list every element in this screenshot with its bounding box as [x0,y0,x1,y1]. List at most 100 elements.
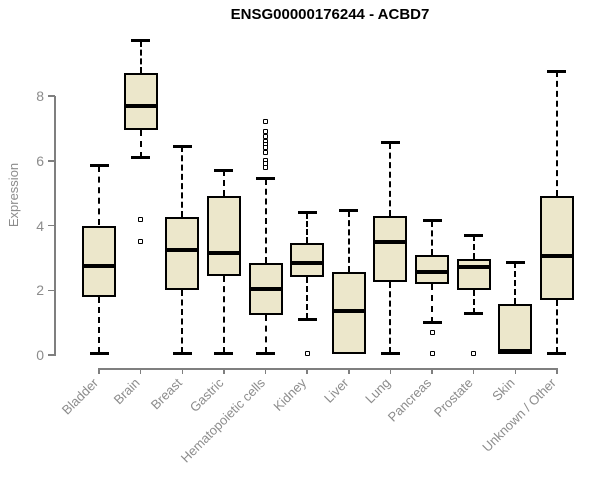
median-gastric [206,251,241,256]
whisker-cap-low-kidney [297,317,317,321]
whisker-cap-high-lung [380,141,400,145]
median-lung [373,239,408,244]
whisker-upper-kidney [306,212,309,244]
outlier-pancreas-1 [429,350,435,356]
whisker-lower-unknown-other [555,299,558,354]
y-tick-label-4: 4 [36,217,44,234]
whisker-cap-low-prostate [464,312,484,316]
y-tick-label-2: 2 [36,282,44,299]
outlier-hematopoietic-cells-0 [263,119,269,125]
whisker-cap-high-pancreas [422,219,442,223]
whisker-upper-hematopoietic-cells [264,178,267,263]
y-tick-label-6: 6 [36,152,44,169]
whisker-lower-brain [139,129,142,158]
x-tick-liver [348,368,350,374]
y-tick-label-0: 0 [36,347,44,363]
box-breast [165,217,200,291]
y-tick-8 [48,95,55,97]
whisker-upper-brain [139,40,142,74]
y-tick-6 [48,160,55,162]
whisker-cap-low-pancreas [422,321,442,325]
whisker-cap-low-lung [380,351,400,355]
box-skin [498,304,533,355]
x-axis-line [98,368,558,370]
box-bladder [82,225,116,297]
y-tick-label-8: 8 [36,88,44,104]
whisker-cap-high-liver [339,209,359,213]
x-tick-kidney [306,368,308,374]
x-tick-unknown-other [556,368,558,374]
x-tick-brain [139,368,142,374]
whisker-cap-low-brain [131,156,151,159]
x-tick-hematopoietic-cells [264,368,267,374]
whisker-lower-gastric [222,275,225,354]
whisker-cap-high-skin [505,260,525,264]
outlier-brain-0 [138,216,144,222]
median-prostate [456,264,491,269]
box-kidney [290,243,325,278]
whisker-cap-low-hematopoietic-cells [256,351,276,355]
whisker-upper-pancreas [431,220,434,256]
whisker-cap-low-bladder [89,351,109,355]
box-gastric [206,196,241,276]
whisker-cap-high-gastric [214,168,234,172]
whisker-cap-high-brain [131,39,151,43]
median-kidney [290,260,325,265]
whisker-cap-high-breast [172,144,192,148]
box-pancreas [415,255,450,284]
x-tick-lung [389,368,392,374]
whisker-cap-low-breast [172,351,192,355]
whisker-lower-bladder [98,296,100,354]
median-breast [165,247,200,252]
whisker-lower-lung [389,282,392,354]
whisker-lower-hematopoietic-cells [264,314,267,354]
x-tick-bladder [98,368,100,374]
x-tick-skin [514,368,517,374]
x-tick-pancreas [431,368,433,374]
whisker-lower-pancreas [431,283,434,323]
outlier-hematopoietic-cells-6 [263,150,269,156]
median-brain [123,103,158,108]
outlier-kidney-0 [304,350,310,356]
outlier-hematopoietic-cells-9 [263,164,269,170]
whisker-upper-gastric [222,170,225,197]
chart-title: ENSG00000176244 - ACBD7 [230,6,430,23]
whisker-upper-bladder [98,165,100,226]
outlier-prostate-0 [471,350,477,356]
box-liver [331,272,366,355]
whisker-cap-high-hematopoietic-cells [256,177,276,181]
whisker-upper-lung [389,142,392,216]
median-liver [331,309,366,314]
median-pancreas [415,270,450,275]
y-tick-4 [48,224,55,227]
median-skin [498,349,533,354]
outlier-pancreas-0 [429,329,435,335]
whisker-upper-unknown-other [555,71,558,197]
whisker-cap-high-prostate [464,233,484,237]
outlier-hematopoietic-cells-2 [263,133,269,139]
x-tick-prostate [472,368,475,374]
whisker-cap-high-kidney [297,211,317,215]
outlier-brain-1 [138,239,144,245]
box-lung [373,215,408,283]
x-tick-label-text-unknown-other: Unknown / Other [479,375,560,455]
whisker-lower-breast [181,290,184,354]
whisker-cap-low-gastric [214,351,234,355]
outlier-hematopoietic-cells-1 [263,129,269,135]
whisker-upper-breast [181,146,184,218]
x-tick-gastric [223,368,225,374]
whisker-cap-low-unknown-other [547,351,567,355]
box-unknown-other [539,196,574,300]
x-tick-label-unknown-other: Unknown / Other [354,373,560,455]
y-tick-2 [48,289,55,291]
whisker-upper-skin [514,262,517,305]
whisker-lower-prostate [472,290,475,314]
median-hematopoietic-cells [248,286,283,291]
whisker-upper-liver [347,210,350,273]
whisker-cap-high-bladder [89,164,109,168]
whisker-upper-prostate [472,235,475,259]
x-tick-breast [181,368,184,374]
median-bladder [82,263,116,268]
outlier-hematopoietic-cells-5 [263,145,269,151]
